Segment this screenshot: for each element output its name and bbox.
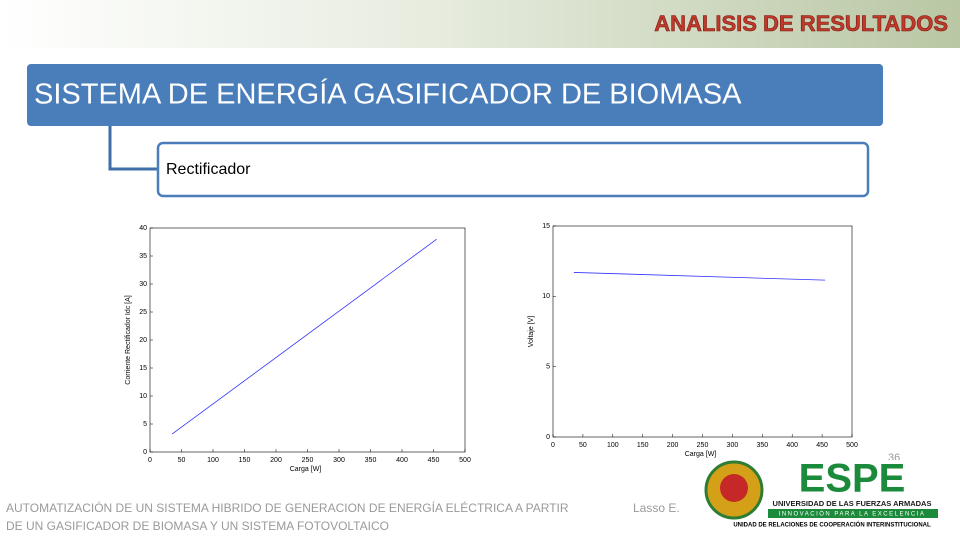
x-tick-label: 350 [365, 457, 377, 464]
x-tick-label: 300 [333, 457, 345, 464]
y-tick-label: 0 [143, 449, 147, 456]
logo-strip [768, 509, 938, 518]
y-tick-label: 10 [542, 293, 550, 300]
x-tick-label: 50 [579, 442, 587, 449]
footer-text: AUTOMATIZACIÓN DE UN SISTEMA HIBRIDO DE … [6, 500, 569, 533]
x-tick-label: 150 [239, 457, 251, 464]
y-tick-label: 30 [139, 281, 147, 288]
y-tick-label: 15 [542, 223, 550, 230]
y-tick-label: 20 [139, 337, 147, 344]
logo-emblem-core [720, 474, 748, 502]
x-tick-label: 500 [459, 457, 471, 464]
logo-name: ESPE [799, 457, 906, 501]
x-axis-label: Carga [W] [290, 466, 322, 473]
y-tick-label: 40 [139, 225, 147, 232]
banner [27, 64, 883, 126]
plot-area [149, 227, 466, 453]
x-tick-label: 100 [607, 442, 619, 449]
x-tick-label: 0 [148, 457, 152, 464]
x-tick-label: 200 [270, 457, 282, 464]
y-tick-label: 35 [139, 253, 147, 260]
y-axis-label: Voltaje [V] [528, 316, 535, 348]
y-tick-label: 25 [139, 309, 147, 316]
x-tick-label: 150 [637, 442, 649, 449]
x-tick-label: 450 [428, 457, 440, 464]
header-band [0, 0, 960, 48]
banner-subtitle: Rectificador [166, 161, 251, 178]
x-tick-label: 350 [756, 442, 768, 449]
logo-line1: UNIVERSIDAD DE LAS FUERZAS ARMADAS [773, 499, 932, 508]
x-tick-label: 250 [697, 442, 709, 449]
x-tick-label: 450 [816, 442, 828, 449]
x-tick-label: 50 [178, 457, 186, 464]
y-tick-label: 5 [143, 421, 147, 428]
data-line [573, 272, 826, 281]
x-tick-label: 400 [396, 457, 408, 464]
plot-area [552, 225, 853, 438]
x-tick-label: 250 [302, 457, 314, 464]
x-axis-label: Carga [W] [685, 451, 717, 458]
logo-line3: UNIDAD DE RELACIONES DE COOPERACIÓN INTE… [733, 521, 931, 529]
y-tick-label: 0 [546, 434, 550, 441]
x-tick-label: 200 [667, 442, 679, 449]
y-tick-label: 5 [546, 364, 550, 371]
y-axis-label: Corriente Rectificador Idc [A] [125, 295, 132, 385]
header-title: ANALISIS DE RESULTADOS [654, 11, 948, 36]
sub-box [156, 141, 870, 198]
banner-title: SISTEMA DE ENERGÍA GASIFICADOR DE BIOMAS… [34, 78, 742, 111]
y-tick-label: 15 [139, 365, 147, 372]
data-line [171, 238, 437, 435]
logo: ESPE UNIVERSIDAD DE LAS FUERZAS ARMADAS … [686, 457, 960, 540]
logo-line2: INNOVACIÓN PARA LA EXCELENCIA [779, 511, 926, 518]
x-tick-label: 300 [727, 442, 739, 449]
x-tick-label: 0 [551, 442, 555, 449]
x-tick-label: 400 [786, 442, 798, 449]
x-tick-label: 500 [846, 442, 858, 449]
y-tick-label: 10 [139, 393, 147, 400]
connector [108, 126, 158, 171]
x-tick-label: 100 [207, 457, 219, 464]
footer-author: Lasso E. [633, 501, 680, 515]
